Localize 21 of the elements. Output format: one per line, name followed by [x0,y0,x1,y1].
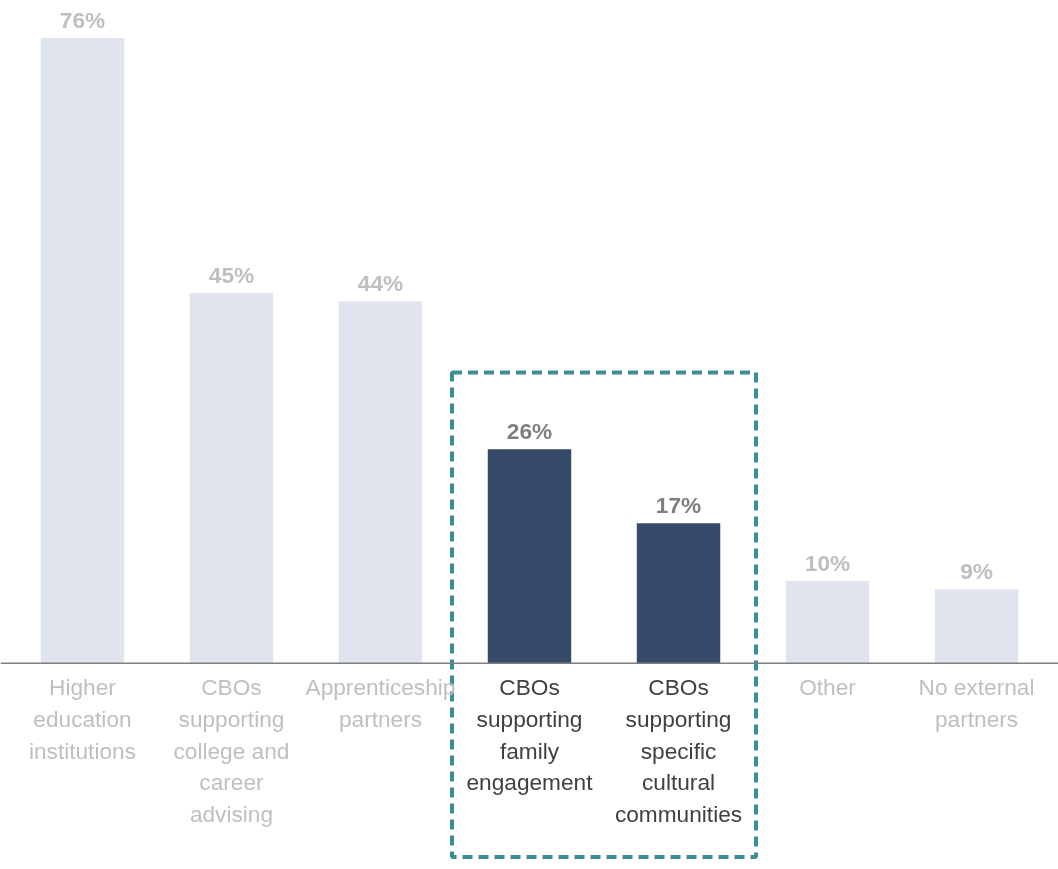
x-tick-label: Apprenticeship partners [305,674,456,733]
x-tick-label: Higher education institutions [28,674,136,764]
bar [40,38,125,664]
bar [487,449,572,664]
x-tick-label: CBOs supporting specific cultural communities [614,674,743,827]
data-label: 26% [506,418,553,445]
x-tick-label: Other [799,674,857,701]
bar [785,580,870,664]
data-label: 45% [208,262,255,289]
x-tick-label: No external partners [918,674,1035,733]
bar [636,523,721,664]
data-label: 76% [59,7,106,34]
x-tick-label: CBOs supporting college and career advising [173,674,290,827]
bar [338,301,423,664]
bar [189,293,274,664]
data-label: 44% [357,270,404,297]
bar [934,589,1019,664]
data-label: 10% [804,549,851,576]
x-tick-label: CBOs supporting family engagement [466,674,594,796]
data-label: 17% [655,492,702,519]
data-label: 9% [960,558,993,585]
